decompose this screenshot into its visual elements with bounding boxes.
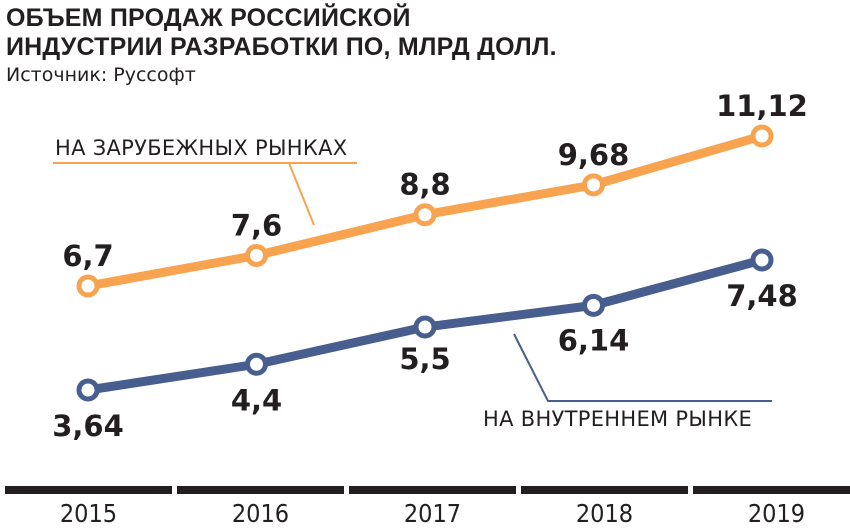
data-label: 11,12: [716, 89, 808, 123]
x-tick-label: 2018: [576, 499, 633, 528]
x-axis-segment: [693, 486, 850, 494]
chart-title-line-2: ИНДУСТРИИ РАЗРАБОТКИ ПО, МЛРД ДОЛЛ.: [6, 33, 557, 61]
data-point-marker: [750, 124, 774, 148]
data-label: 6,14: [558, 323, 630, 357]
data-label: 8,8: [399, 168, 450, 202]
data-point-marker: [413, 203, 437, 227]
x-tick-label: 2017: [404, 499, 461, 528]
data-labels: 6,7 7,6 8,8 9,68 11,12 3,64 4,4 5,5 6,14 7,48: [52, 89, 808, 443]
x-axis-segment: [177, 486, 344, 494]
x-axis-segment: [349, 486, 516, 494]
data-point-marker: [750, 248, 774, 272]
data-label: 6,7: [62, 239, 113, 273]
data-point-marker: [582, 293, 605, 317]
data-point-marker: [245, 243, 268, 267]
data-label: 4,4: [231, 383, 282, 417]
series-layer: [76, 124, 774, 402]
x-tick-label: 2019: [748, 499, 805, 528]
data-label: 9,68: [558, 138, 630, 172]
chart-title-line-1: ОБЪЕМ ПРОДАЖ РОССИЙСКОЙ: [6, 4, 411, 32]
x-tick-label: 2016: [232, 499, 289, 528]
series-callout-line: [513, 333, 772, 402]
data-label: 7,6: [231, 208, 282, 242]
series-name-label: НА ЗАРУБЕЖНЫХ РЫНКАХ: [55, 136, 347, 160]
data-point-marker: [582, 173, 605, 197]
data-point-marker: [76, 274, 100, 298]
data-label: 7,48: [726, 279, 798, 313]
data-point-marker: [413, 315, 437, 339]
data-point-marker: [245, 352, 268, 376]
x-axis-segment: [5, 486, 172, 494]
data-label: 5,5: [399, 342, 450, 376]
series-name-label: НА ВНУТРЕННЕМ РЫНКЕ: [483, 407, 752, 431]
x-axis-segment: [521, 486, 688, 494]
x-axis: 2015 2016 2017 2018 2019: [5, 486, 850, 528]
data-point-marker: [76, 378, 100, 402]
x-tick-label: 2015: [60, 499, 117, 528]
chart-title: ОБЪЕМ ПРОДАЖ РОССИЙСКОЙ ИНДУСТРИИ РАЗРАБ…: [6, 4, 557, 62]
legend-callouts: НА ЗАРУБЕЖНЫХ РЫНКАХ НА ВНУТРЕННЕМ РЫНКЕ: [53, 136, 772, 431]
data-label: 3,64: [52, 409, 124, 443]
chart-source: Источник: Руссофт: [6, 64, 196, 86]
